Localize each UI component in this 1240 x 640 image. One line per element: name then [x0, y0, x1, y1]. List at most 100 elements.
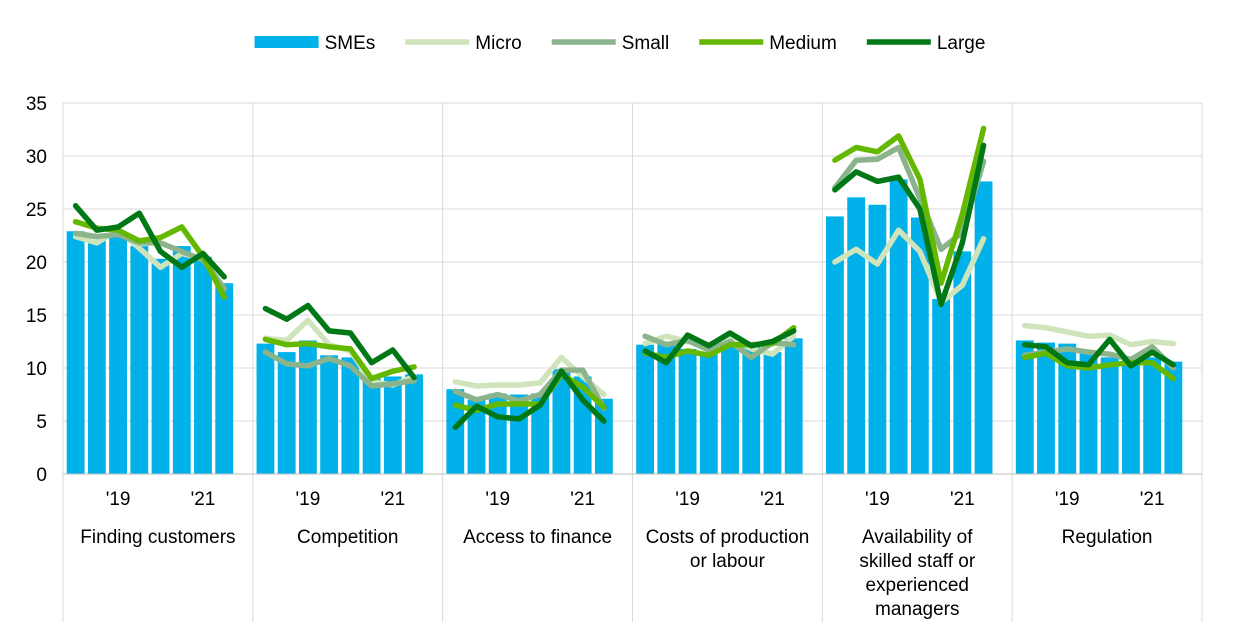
series-line-large	[452, 368, 607, 431]
bar-smes	[1143, 357, 1162, 474]
bar-smes	[320, 355, 339, 474]
bar-smes	[194, 256, 212, 474]
bar-smes	[531, 393, 550, 474]
x-tick-label: '19	[865, 489, 890, 510]
bar-smes	[1122, 357, 1140, 474]
bar-smes	[657, 341, 676, 474]
bar-smes	[130, 246, 149, 474]
series-line-large	[1022, 336, 1177, 369]
legend-label-medium: Medium	[769, 33, 837, 54]
line-group	[72, 125, 1177, 431]
y-tick-label: 15	[26, 306, 47, 327]
bar-smes	[742, 346, 761, 474]
x-tick-label: '19	[106, 489, 131, 510]
series-line-large	[262, 302, 417, 381]
bar-smes	[868, 204, 887, 474]
y-tick-label: 5	[36, 412, 47, 433]
series-line-large	[72, 203, 227, 280]
bar-smes	[1058, 343, 1077, 474]
bar-smes	[405, 374, 423, 474]
bar-smes	[889, 179, 908, 474]
bar-smes	[953, 251, 972, 474]
category-label: Costs of production	[646, 527, 810, 548]
series-line-large	[642, 328, 797, 366]
series-line-medium	[262, 336, 417, 382]
bar-smes	[362, 378, 381, 474]
legend-label-small: Small	[622, 33, 670, 54]
bar-smes	[826, 216, 844, 475]
bar-smes	[298, 340, 317, 474]
category-label: experienced	[865, 575, 969, 596]
axes: 0 5 10 15 20 25 30 35 '19 '21 Finding customers '19…	[26, 94, 1202, 620]
bar-smes	[277, 352, 296, 474]
bar-smes	[721, 343, 739, 474]
bar-smes	[552, 369, 571, 474]
category-label: Finding customers	[80, 527, 235, 548]
bar-smes	[66, 231, 85, 474]
bar-smes	[109, 232, 127, 474]
series-line-medium	[1022, 350, 1177, 382]
x-tick-label: '21	[191, 489, 216, 510]
bar-smes	[1164, 361, 1183, 474]
bar-smes	[932, 299, 951, 474]
bar-smes	[256, 343, 275, 474]
legend-label-large: Large	[937, 33, 986, 54]
category-label: or labour	[690, 551, 766, 572]
bar-smes	[678, 348, 697, 474]
y-tick-label: 20	[26, 253, 47, 274]
bar-smes	[1037, 342, 1055, 474]
y-tick-label: 10	[26, 359, 47, 380]
bar-smes	[383, 376, 402, 474]
series-line-medium	[832, 125, 987, 286]
bar-smes	[636, 344, 655, 474]
x-tick-label: '19	[675, 489, 700, 510]
bar-smes	[1015, 340, 1034, 474]
bar-smes	[847, 197, 866, 474]
bar-smes	[151, 258, 170, 474]
bar-group	[66, 179, 1183, 475]
legend-label-smes: SMEs	[325, 33, 376, 54]
bar-smes	[172, 246, 191, 474]
bar-smes	[784, 338, 803, 474]
bar-smes	[1079, 352, 1098, 474]
category-label: Competition	[297, 527, 398, 548]
legend-label-micro: Micro	[475, 33, 521, 54]
bar-smes	[763, 352, 782, 474]
x-tick-label: '19	[1055, 489, 1080, 510]
legend: SMEs Micro Small Medium Large	[254, 33, 986, 54]
series-line-micro	[832, 227, 987, 306]
category-label: managers	[875, 599, 960, 620]
category-label: Regulation	[1062, 527, 1153, 548]
series-line-small	[262, 349, 417, 389]
bar-smes	[87, 240, 106, 474]
x-tick-label: '21	[1140, 489, 1165, 510]
bar-smes	[467, 399, 486, 474]
bar-smes	[974, 181, 993, 474]
bar-smes	[910, 217, 929, 475]
y-tick-label: 25	[26, 200, 47, 221]
bar-smes	[341, 357, 360, 474]
series-line-micro	[452, 354, 607, 398]
bar-smes	[215, 283, 234, 474]
x-tick-label: '19	[296, 489, 321, 510]
bar-smes	[699, 354, 718, 474]
series-line-small	[452, 367, 607, 412]
x-tick-label: '21	[760, 489, 785, 510]
series-line-large	[832, 142, 987, 308]
y-tick-label: 35	[26, 94, 47, 115]
category-label: skilled staff or	[859, 551, 975, 572]
legend-swatch-smes	[254, 36, 319, 48]
x-tick-label: '21	[950, 489, 975, 510]
bar-smes	[1100, 357, 1119, 474]
y-tick-label: 0	[36, 465, 47, 486]
series-line-micro	[1022, 322, 1177, 348]
x-tick-label: '21	[570, 489, 595, 510]
category-label: Access to finance	[463, 527, 612, 548]
y-tick-label: 30	[26, 147, 47, 168]
x-tick-label: '19	[485, 489, 510, 510]
x-tick-label: '21	[380, 489, 405, 510]
bar-smes	[446, 389, 465, 474]
grid	[62, 102, 1203, 622]
category-label: Availability of	[862, 527, 973, 548]
